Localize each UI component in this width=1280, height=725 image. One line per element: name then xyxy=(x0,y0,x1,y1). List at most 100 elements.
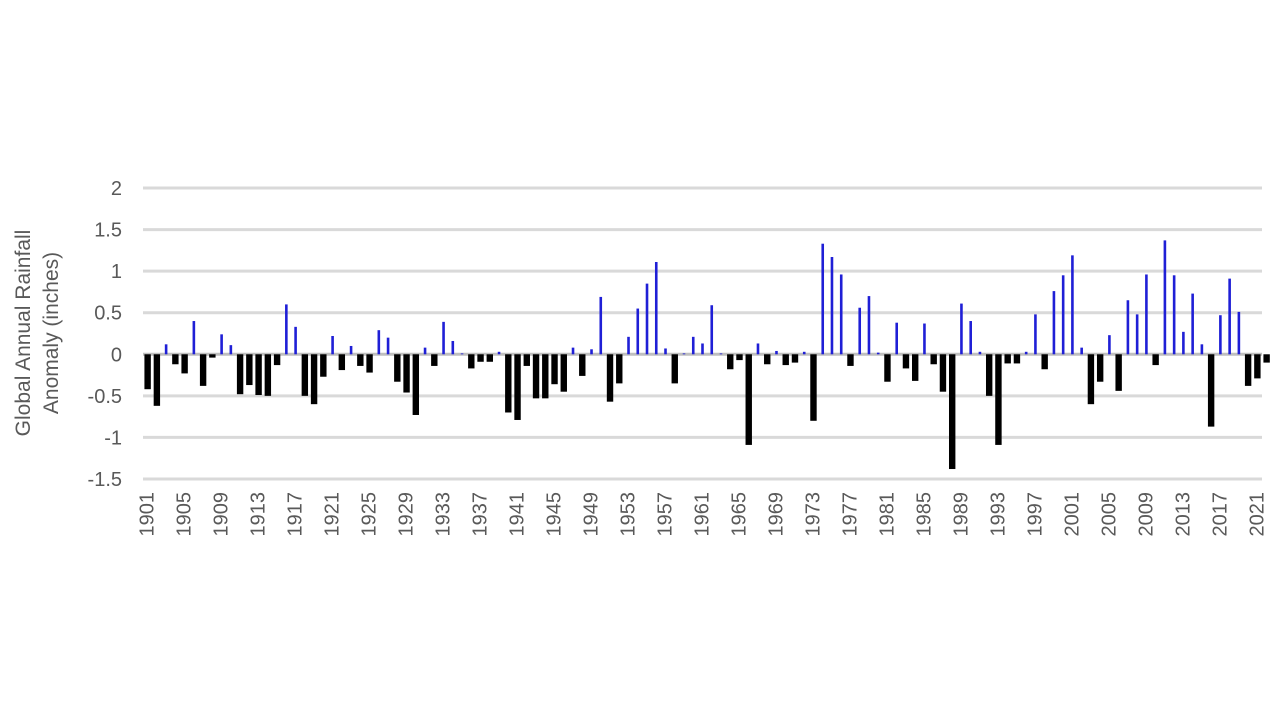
bar-1924 xyxy=(357,354,364,366)
bar-1935 xyxy=(460,353,464,355)
bar-1945 xyxy=(551,354,558,385)
bar-1906 xyxy=(192,321,196,355)
bar-1977 xyxy=(847,354,854,366)
bar-1950 xyxy=(599,296,603,355)
bars xyxy=(144,240,1270,470)
x-tick-label: 2013 xyxy=(1172,492,1194,537)
x-tick-label: 1921 xyxy=(322,492,344,537)
bar-1921 xyxy=(331,335,334,355)
bar-1966 xyxy=(745,354,752,445)
bar-1951 xyxy=(606,354,614,402)
bar-1967 xyxy=(756,343,760,355)
x-tick-label: 1937 xyxy=(470,492,492,537)
x-tick-label: 1973 xyxy=(802,492,824,537)
bar-1971 xyxy=(791,354,799,363)
x-tick-label: 1925 xyxy=(359,492,381,537)
bar-1928 xyxy=(394,354,401,382)
bar-1985 xyxy=(923,323,926,355)
bar-1957 xyxy=(664,348,667,355)
bar-1982 xyxy=(895,322,899,355)
bar-1911 xyxy=(236,354,244,395)
x-tick-label: 2009 xyxy=(1135,492,1157,537)
bar-2006 xyxy=(1115,354,1122,391)
bar-1973 xyxy=(810,354,817,421)
bar-1976 xyxy=(839,274,843,355)
bar-1939 xyxy=(497,351,501,355)
bar-1947 xyxy=(571,347,575,355)
bar-1986 xyxy=(930,354,937,365)
bar-1932 xyxy=(431,354,438,366)
bar-1992 xyxy=(985,354,993,396)
bar-2016 xyxy=(1207,354,1215,427)
y-tick-label: 1 xyxy=(111,261,122,283)
bar-1984 xyxy=(912,354,919,381)
bar-2002 xyxy=(1080,347,1083,355)
bar-1910 xyxy=(229,345,233,355)
bar-2019 xyxy=(1237,311,1241,355)
bar-2005 xyxy=(1108,335,1111,355)
bar-1914 xyxy=(264,354,272,396)
bar-1959 xyxy=(682,353,686,355)
x-tick-label: 1969 xyxy=(765,492,787,537)
bar-1980 xyxy=(876,352,880,355)
bar-1923 xyxy=(349,345,353,355)
x-tick-label: 1989 xyxy=(950,492,972,537)
bar-1990 xyxy=(969,321,972,355)
x-tick-label: 1949 xyxy=(581,492,603,537)
bar-1913 xyxy=(255,354,262,396)
bar-1987 xyxy=(939,354,947,392)
bar-1938 xyxy=(486,354,493,362)
bar-1948 xyxy=(579,354,586,376)
x-tick-label: 1905 xyxy=(174,492,196,537)
x-tick-label: 1913 xyxy=(248,492,270,537)
bar-1905 xyxy=(181,354,188,374)
y-tick-label: -1.5 xyxy=(88,469,122,491)
bar-1969 xyxy=(775,350,778,355)
bar-1994 xyxy=(1004,354,1011,364)
bar-1955 xyxy=(645,283,649,355)
bar-1909 xyxy=(220,334,223,355)
bar-1991 xyxy=(978,351,982,355)
bar-1918 xyxy=(301,354,309,396)
y-tick-label: -0.5 xyxy=(88,386,122,408)
bar-2021 xyxy=(1254,354,1261,379)
bar-1978 xyxy=(858,307,862,355)
bar-1988 xyxy=(948,354,956,470)
bar-undefined xyxy=(1263,354,1270,363)
x-tick-label: 1941 xyxy=(507,492,529,537)
bar-1934 xyxy=(451,340,455,355)
bar-2015 xyxy=(1200,344,1204,355)
bar-1933 xyxy=(442,321,445,355)
x-tick-label: 1929 xyxy=(396,492,418,537)
bar-1936 xyxy=(468,354,475,369)
bar-1970 xyxy=(782,354,789,366)
x-tick-label: 1945 xyxy=(544,492,566,537)
bar-1940 xyxy=(505,354,512,413)
bar-1907 xyxy=(199,354,207,386)
bar-2012 xyxy=(1172,275,1176,355)
bar-2018 xyxy=(1228,278,1231,355)
bar-2013 xyxy=(1182,331,1185,355)
x-tick-label: 1901 xyxy=(137,492,159,537)
y-tick-label: 2 xyxy=(111,178,122,200)
bar-1975 xyxy=(830,257,834,355)
y-axis-title-line-1: Global Annual Rainfall xyxy=(12,230,35,437)
bar-2010 xyxy=(1152,354,1159,366)
gridlines xyxy=(143,186,1262,481)
x-tick-label: 2017 xyxy=(1209,492,1231,537)
x-tick-label: 1981 xyxy=(876,492,898,537)
bar-1904 xyxy=(172,354,179,365)
bar-1919 xyxy=(310,354,318,405)
bar-1943 xyxy=(532,354,540,399)
x-tick-label: 2005 xyxy=(1098,492,1120,537)
bar-1997 xyxy=(1034,314,1037,355)
bar-1979 xyxy=(867,296,871,355)
bar-1915 xyxy=(273,354,281,366)
bar-1942 xyxy=(523,354,530,366)
x-tick-label: 1997 xyxy=(1024,492,1046,537)
x-tick-label: 1977 xyxy=(839,492,861,537)
bar-1927 xyxy=(386,337,390,355)
bar-1962 xyxy=(710,305,714,355)
y-tick-label: 0 xyxy=(111,344,122,366)
